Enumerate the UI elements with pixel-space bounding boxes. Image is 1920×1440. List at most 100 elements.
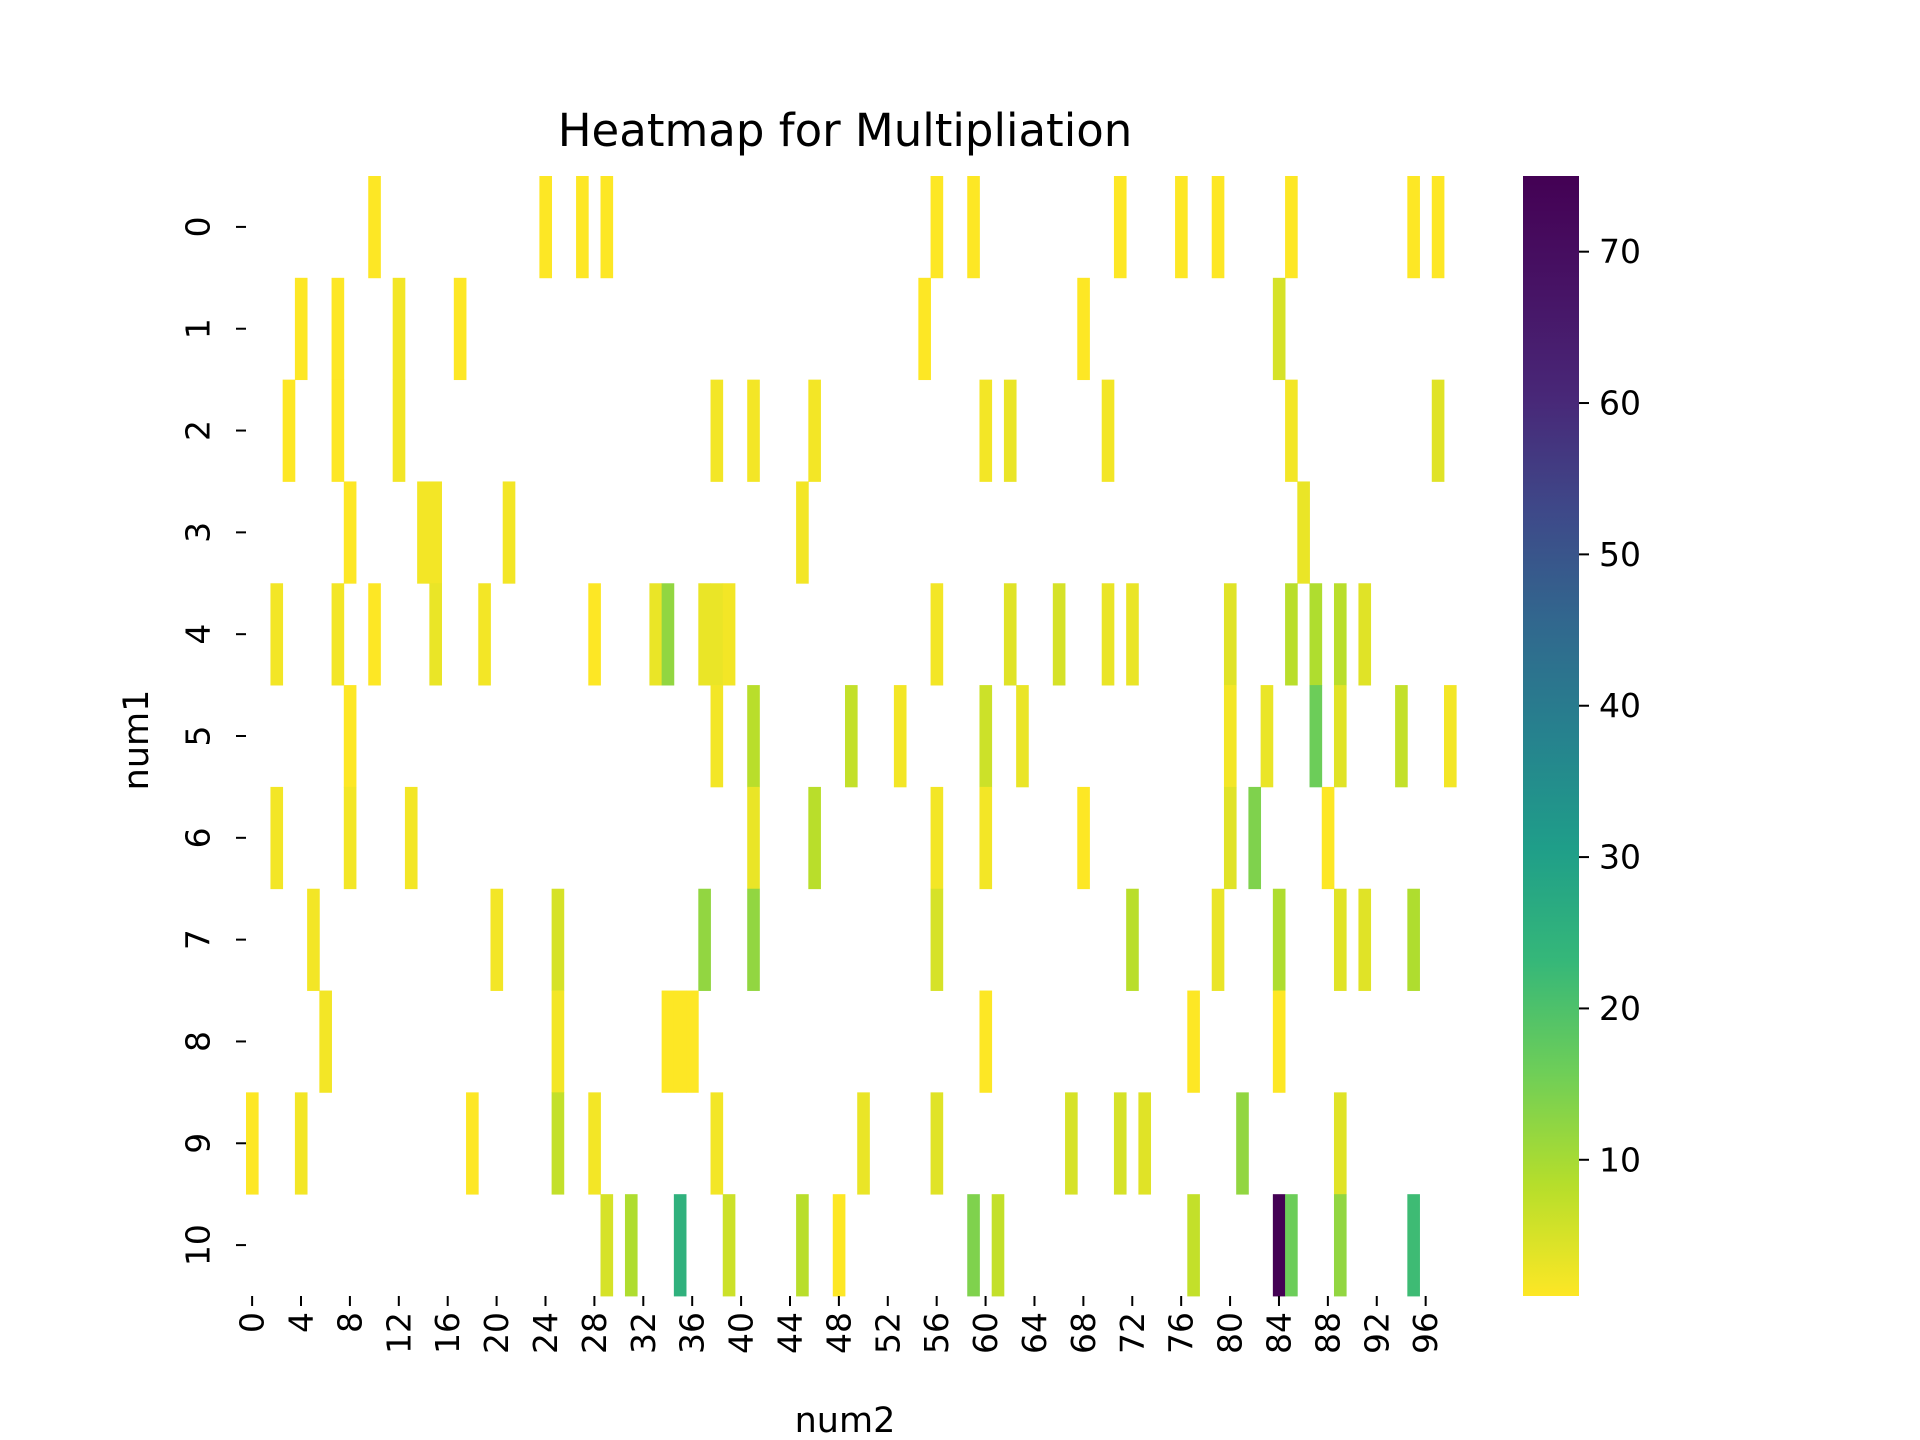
heatmap-cell [1052,583,1066,686]
heatmap-cell [1016,685,1029,788]
y-tick-label: 9 [179,1133,218,1154]
heatmap-cell [1333,1092,1347,1195]
heatmap-cell [1285,583,1298,686]
heatmap-cell [343,685,357,788]
heatmap-cell [1309,583,1323,686]
x-tick-label: 4 [282,1312,321,1333]
x-tick-label: 64 [1015,1312,1054,1354]
heatmap-cell [893,685,907,788]
heatmap-cell [1285,1194,1298,1297]
heatmap-cell [673,1194,687,1297]
colorbar [1523,176,1579,1296]
heatmap-cell [466,1092,479,1195]
x-tick-label: 0 [233,1312,272,1333]
heatmap-cell [930,176,944,279]
heatmap-cell [392,277,406,381]
heatmap-cell [747,379,760,482]
heatmap-cell [930,1092,944,1195]
colorbar-tick-label: 60 [1599,384,1641,423]
heatmap-cell [539,176,553,279]
heatmap-cell [747,786,760,890]
heatmap-cell [453,277,467,381]
heatmap-cell [722,583,736,686]
heatmap-cell [588,1092,601,1195]
heatmap-cell [294,1092,308,1195]
heatmap-cell [1321,786,1335,890]
heatmap-cell [282,379,296,482]
heatmap-cell [1003,379,1017,482]
colorbar-tick-label: 10 [1599,1140,1641,1179]
y-tick-label: 1 [179,318,218,339]
heatmap-cell [1333,583,1347,686]
y-tick-label: 0 [179,216,218,237]
heatmap-cell [246,1092,259,1195]
y-tick-label: 5 [179,726,218,747]
heatmap-cell [270,786,284,890]
heatmap-cell [796,481,809,584]
heatmap-cell [1358,583,1372,686]
chart-title: Heatmap for Multipliation [558,104,1133,157]
x-tick-label: 16 [428,1312,467,1354]
y-tick-label: 8 [179,1031,218,1052]
heatmap-cell [832,1194,846,1297]
heatmap-cell [661,990,675,1093]
heatmap-cell [1126,583,1139,686]
x-axis-ticks: 0 4 8 12 16 20 24 28 32 36 40 44 48 52 56 60 64 68 72 76 80 8… [233,1296,1445,1354]
x-tick-label: 52 [868,1312,907,1354]
heatmap-cell [649,583,663,686]
x-tick-label: 44 [770,1312,809,1354]
x-tick-label: 72 [1113,1312,1152,1354]
heatmap-cell [600,176,614,279]
y-tick-label: 10 [179,1224,218,1266]
heatmap-cell [1211,176,1225,279]
heatmap-cell [1431,176,1445,279]
heatmap-cell [392,379,406,482]
heatmap-cell [967,1194,980,1297]
heatmap-cell [1138,1092,1152,1195]
heatmap-cell [747,685,760,788]
heatmap-cell [1407,1194,1420,1297]
x-tick-label: 76 [1162,1312,1201,1354]
heatmap-cell [710,685,724,788]
heatmap-cell [502,481,516,584]
heatmap-cell [368,176,381,279]
heatmap-cell [1077,277,1090,381]
x-tick-label: 60 [966,1312,1005,1354]
heatmap-cell [331,583,345,686]
heatmap-cell [845,685,858,788]
x-tick-label: 36 [673,1312,712,1354]
heatmap-cell [1395,685,1408,788]
heatmap-cell [1407,176,1420,279]
heatmap-cell [1309,685,1323,788]
colorbar-tick-label: 40 [1599,686,1641,725]
x-tick-label: 40 [722,1312,761,1354]
heatmap-cell [551,1092,565,1195]
heatmap-cell [343,481,357,584]
heatmap-cell [1272,277,1286,381]
x-tick-label: 92 [1357,1312,1396,1354]
colorbar-tick-label: 20 [1599,989,1641,1028]
heatmap-cell [429,583,442,686]
heatmap-cell [1175,176,1188,279]
x-tick-label: 20 [477,1312,516,1354]
heatmap-cell [979,786,993,890]
heatmap-cell [343,786,357,890]
heatmap-cell [600,1194,614,1297]
x-tick-label: 28 [575,1312,614,1354]
x-tick-label: 56 [917,1312,956,1354]
colorbar-tick-label: 70 [1599,232,1641,271]
heatmap-cell [1187,1194,1200,1297]
heatmap-cell [331,277,345,381]
heatmap-cell [1101,583,1115,686]
colorbar-ticks: 10 20 30 40 50 60 70 [1579,232,1641,1179]
heatmap-cell [1260,685,1274,788]
y-tick-label: 4 [179,624,218,645]
x-tick-label: 80 [1211,1312,1250,1354]
heatmap-cell [808,379,821,482]
heatmap-cell [1113,176,1127,279]
heatmap-cell [1333,685,1347,788]
x-tick-label: 32 [624,1312,663,1354]
heatmap-cell [698,583,711,686]
x-tick-label: 88 [1308,1312,1347,1354]
